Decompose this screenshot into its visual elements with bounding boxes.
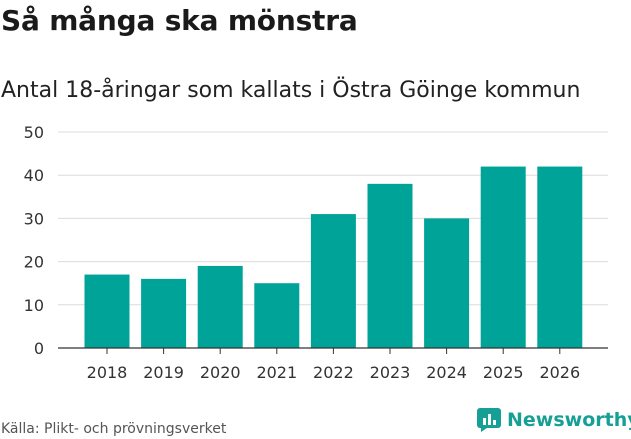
chart-subtitle: Antal 18-åringar som kallats i Östra Göi… <box>1 78 581 103</box>
bar-chart: 0 10 20 30 40 50 2018 2019 2020 2021 2022 2023 2024… <box>24 123 608 382</box>
bar-2020 <box>197 265 243 348</box>
y-tick-label: 10 <box>24 296 44 315</box>
bar-2024 <box>424 218 470 348</box>
y-axis-ticks: 0 10 20 30 40 50 <box>24 123 44 358</box>
y-tick-label: 0 <box>34 339 44 358</box>
x-axis-ticks: 2018 2019 2020 2021 2022 2023 2024 2025 2026 <box>87 348 580 382</box>
x-tick-label: 2019 <box>143 363 184 382</box>
x-tick-label: 2018 <box>87 363 128 382</box>
x-tick-label: 2022 <box>313 363 354 382</box>
bar-2019 <box>141 278 187 348</box>
bar-2018 <box>84 274 130 348</box>
y-tick-label: 50 <box>24 123 44 142</box>
bar-2025 <box>480 166 526 348</box>
x-tick-label: 2023 <box>370 363 411 382</box>
x-tick-label: 2026 <box>539 363 580 382</box>
y-tick-label: 30 <box>24 209 44 228</box>
bars <box>84 166 583 348</box>
y-tick-label: 40 <box>24 166 44 185</box>
x-tick-label: 2021 <box>256 363 297 382</box>
x-tick-label: 2024 <box>426 363 467 382</box>
bar-chart-icon <box>477 408 501 432</box>
bar-2026 <box>537 166 583 348</box>
bar-2022 <box>310 214 356 348</box>
chart-title: Så många ska mönstra <box>1 4 358 37</box>
source-note: Källa: Plikt- och prövningsverket <box>1 421 227 437</box>
bar-2023 <box>367 183 413 348</box>
x-tick-label: 2025 <box>483 363 524 382</box>
y-tick-label: 20 <box>24 253 44 272</box>
x-tick-label: 2020 <box>200 363 241 382</box>
bar-2021 <box>254 283 300 348</box>
brand-name: Newsworthy <box>507 409 631 431</box>
newsworthy-logo: Newsworthy <box>477 408 631 432</box>
